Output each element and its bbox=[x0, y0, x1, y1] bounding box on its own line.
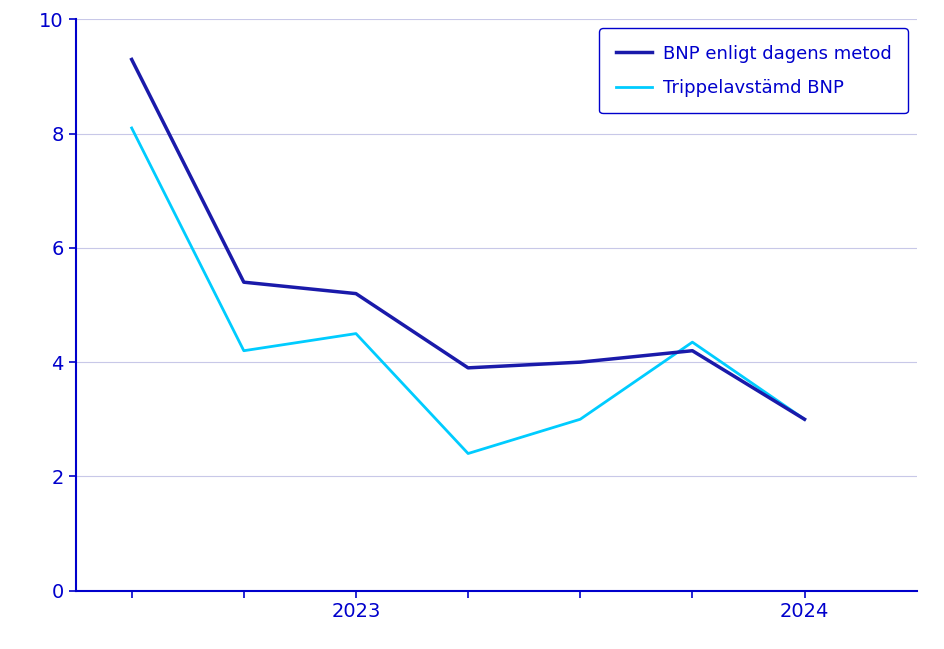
Trippelavstämd BNP bbox=[126, 124, 137, 132]
Trippelavstämd BNP bbox=[462, 450, 473, 458]
Line: BNP enligt dagens metod: BNP enligt dagens metod bbox=[131, 60, 803, 419]
BNP enligt dagens metod bbox=[350, 289, 362, 297]
Trippelavstämd BNP bbox=[798, 415, 809, 423]
Trippelavstämd BNP bbox=[350, 330, 362, 337]
Legend: BNP enligt dagens metod, Trippelavstämd BNP: BNP enligt dagens metod, Trippelavstämd … bbox=[598, 29, 906, 113]
BNP enligt dagens metod bbox=[686, 347, 698, 354]
Trippelavstämd BNP bbox=[238, 347, 249, 354]
BNP enligt dagens metod bbox=[238, 278, 249, 286]
BNP enligt dagens metod bbox=[574, 358, 585, 366]
Line: Trippelavstämd BNP: Trippelavstämd BNP bbox=[131, 128, 803, 454]
BNP enligt dagens metod bbox=[462, 364, 473, 372]
Trippelavstämd BNP bbox=[574, 415, 585, 423]
BNP enligt dagens metod bbox=[126, 56, 137, 64]
Trippelavstämd BNP bbox=[686, 338, 698, 346]
BNP enligt dagens metod bbox=[798, 415, 809, 423]
